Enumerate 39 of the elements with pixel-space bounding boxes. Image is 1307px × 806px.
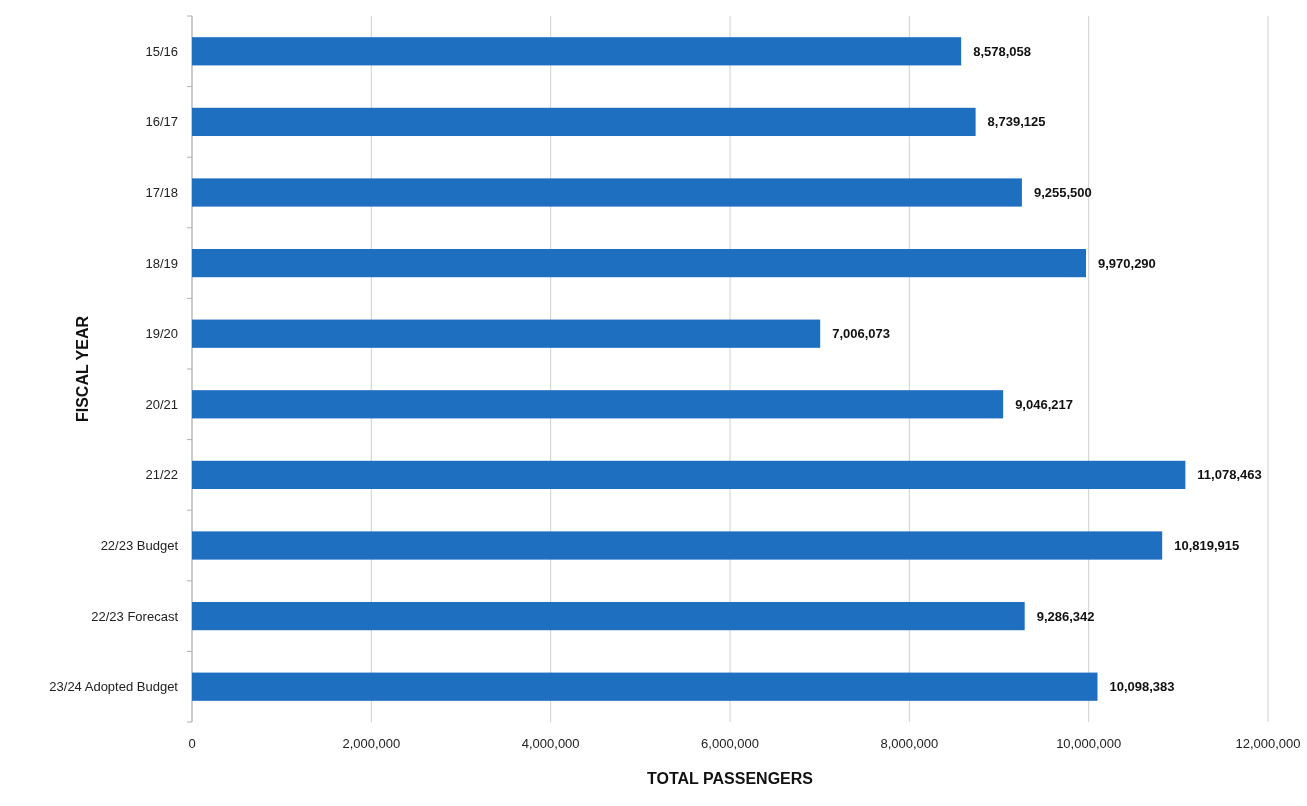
data-label: 9,970,290 <box>1098 255 1156 271</box>
y-tick-label: 18/19 <box>145 255 178 271</box>
y-tick-label: 16/17 <box>145 114 178 130</box>
data-label: 9,255,500 <box>1033 185 1092 201</box>
y-tick-label: 21/22 <box>145 467 178 483</box>
data-label: 8,739,125 <box>987 114 1046 130</box>
bar <box>192 601 1025 631</box>
data-label: 9,286,342 <box>1036 608 1095 624</box>
x-tick-label: 2,000,000 <box>342 736 401 751</box>
bar <box>192 390 1004 419</box>
y-tick-label: 15/16 <box>145 43 178 59</box>
bar <box>192 37 962 66</box>
y-axis-title: FISCAL YEAR <box>74 315 91 423</box>
x-tick-label: 4,000,000 <box>521 736 580 751</box>
x-tick-label: 8,000,000 <box>880 736 939 751</box>
data-label: 10,098,383 <box>1109 679 1175 695</box>
data-label: 11,078,463 <box>1197 467 1262 483</box>
bar <box>192 460 1186 490</box>
x-tick-label: 12,000,000 <box>1235 736 1301 751</box>
bar <box>192 248 1086 278</box>
y-tick-label: 22/23 Budget <box>100 538 179 554</box>
y-tick-label: 20/21 <box>145 396 178 412</box>
data-label: 7,006,073 <box>832 326 891 342</box>
y-tick-label: 17/18 <box>145 185 178 201</box>
y-tick-label: 22/23 Forecast <box>91 608 179 624</box>
y-tick-label: 19/20 <box>145 326 178 342</box>
bar <box>192 178 1022 207</box>
x-tick-label: 6,000,000 <box>701 736 759 751</box>
x-axis-title: TOTAL PASSENGERS <box>647 770 814 787</box>
bar <box>192 531 1163 560</box>
bar <box>192 107 976 137</box>
data-label: 9,046,217 <box>1015 396 1073 412</box>
data-label: 10,819,915 <box>1174 538 1240 554</box>
bar <box>192 672 1098 701</box>
y-tick-label: 23/24 Adopted Budget <box>49 679 179 695</box>
x-tick-label: 10,000,000 <box>1056 736 1122 751</box>
bar <box>192 319 821 348</box>
data-label: 8,578,058 <box>973 43 1032 59</box>
x-tick-label: 0 <box>188 736 196 751</box>
